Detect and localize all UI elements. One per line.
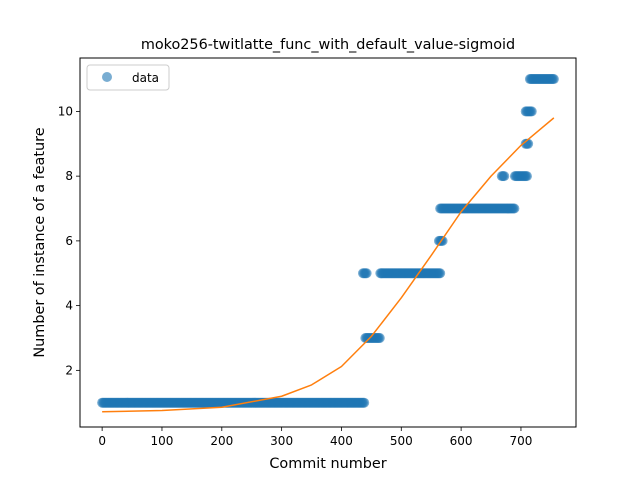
chart-title: moko256-twitlatte_func_with_default_valu… bbox=[141, 37, 515, 53]
y-tick-label: 2 bbox=[65, 363, 73, 377]
x-tick-label: 700 bbox=[510, 434, 533, 448]
legend: data bbox=[86, 64, 170, 91]
sigmoid-fit-line bbox=[102, 117, 555, 413]
data-point bbox=[526, 106, 537, 117]
x-tick-label: 300 bbox=[270, 434, 293, 448]
legend-box bbox=[86, 64, 170, 91]
x-tick-label: 0 bbox=[98, 434, 106, 448]
x-tick-label: 600 bbox=[450, 434, 473, 448]
fit-layer bbox=[102, 117, 555, 413]
data-point bbox=[499, 171, 510, 182]
x-tick-label: 500 bbox=[390, 434, 413, 448]
y-tick-label: 6 bbox=[65, 234, 73, 248]
axes-frame bbox=[79, 57, 577, 428]
data-point bbox=[435, 268, 446, 279]
data-point bbox=[359, 397, 370, 408]
x-tick-label: 100 bbox=[151, 434, 174, 448]
y-tick-label: 4 bbox=[65, 299, 73, 313]
data-point bbox=[361, 268, 372, 279]
y-tick-label: 10 bbox=[58, 104, 73, 118]
legend-marker-data bbox=[102, 72, 112, 82]
legend-label-data: data bbox=[132, 71, 159, 85]
data-point bbox=[374, 332, 385, 343]
x-axis: 0 100 200 300 400 500 600 700 bbox=[98, 427, 532, 448]
y-axis: 2 4 6 8 10 bbox=[58, 104, 80, 377]
data-point bbox=[521, 171, 532, 182]
y-axis-label: Number of instance of a feature bbox=[32, 127, 48, 357]
data-point bbox=[548, 74, 559, 85]
data-point bbox=[509, 203, 520, 214]
y-tick-label: 8 bbox=[65, 169, 73, 183]
x-tick-label: 400 bbox=[330, 434, 353, 448]
x-tick-label: 200 bbox=[210, 434, 233, 448]
x-axis-label: Commit number bbox=[269, 456, 386, 472]
